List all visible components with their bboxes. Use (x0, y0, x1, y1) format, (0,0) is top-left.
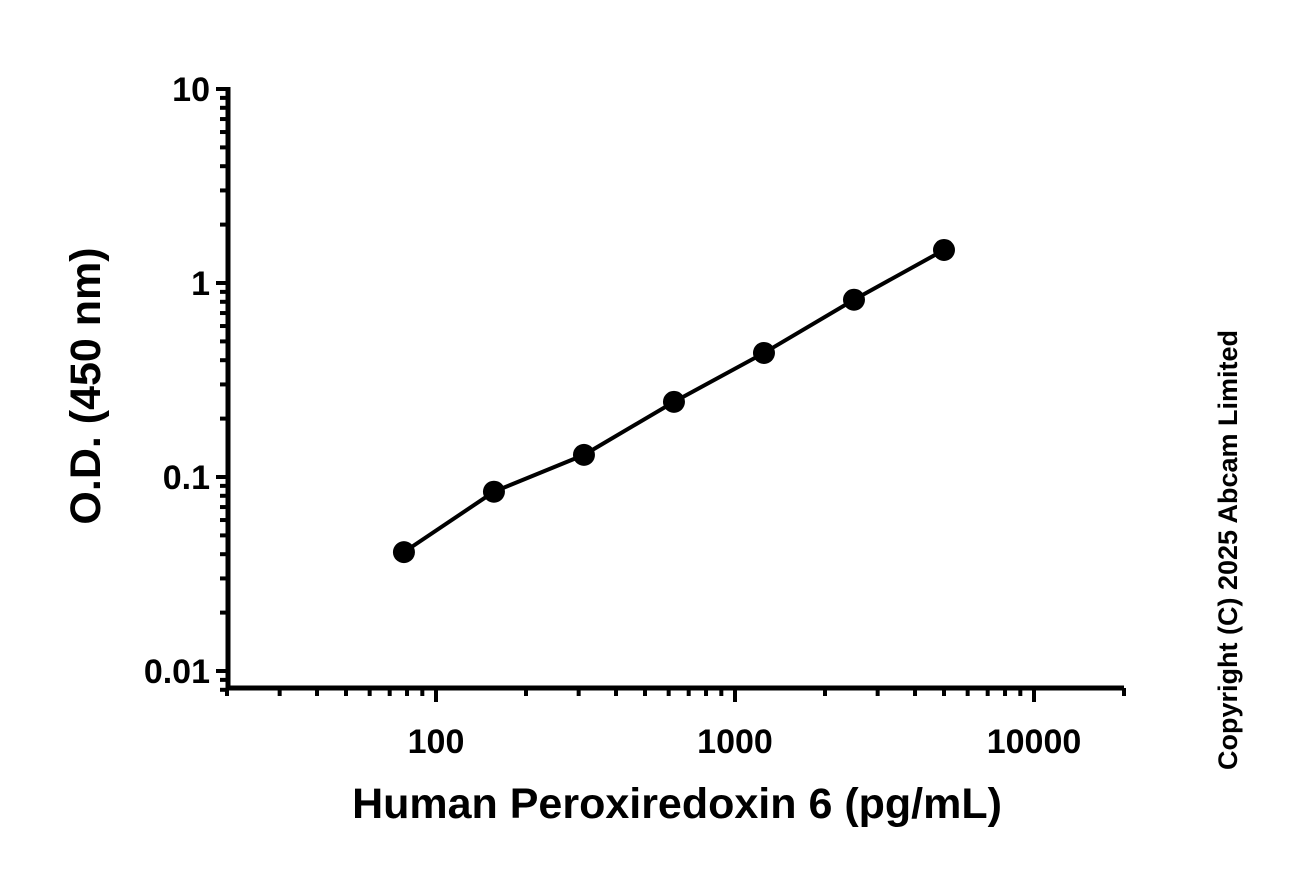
y-tick-label: 0.1 (163, 459, 210, 497)
x-axis-label: Human Peroxiredoxin 6 (pg/mL) (352, 780, 1002, 828)
data-marks (392, 238, 955, 564)
copyright-text: Copyright (C) 2025 Abcam Limited (1213, 330, 1243, 770)
ticks: 0.01 0.1 1 10 100 1000 10000 (144, 71, 1127, 761)
y-axis-label: O.D. (450 nm) (62, 247, 110, 524)
x-tick-label: 100 (408, 723, 465, 761)
data-point (932, 238, 955, 261)
data-point (842, 288, 865, 311)
x-tick-label: 10000 (987, 723, 1082, 761)
y-tick-label: 1 (191, 265, 210, 303)
data-point (752, 341, 775, 364)
data-point (482, 480, 505, 503)
data-point (572, 443, 595, 466)
x-tick-label: 1000 (697, 723, 773, 761)
y-tick-label: 10 (172, 71, 210, 109)
y-tick-label: 0.01 (144, 653, 210, 691)
data-point (662, 390, 685, 413)
axes (225, 87, 1125, 691)
data-point (392, 541, 415, 564)
